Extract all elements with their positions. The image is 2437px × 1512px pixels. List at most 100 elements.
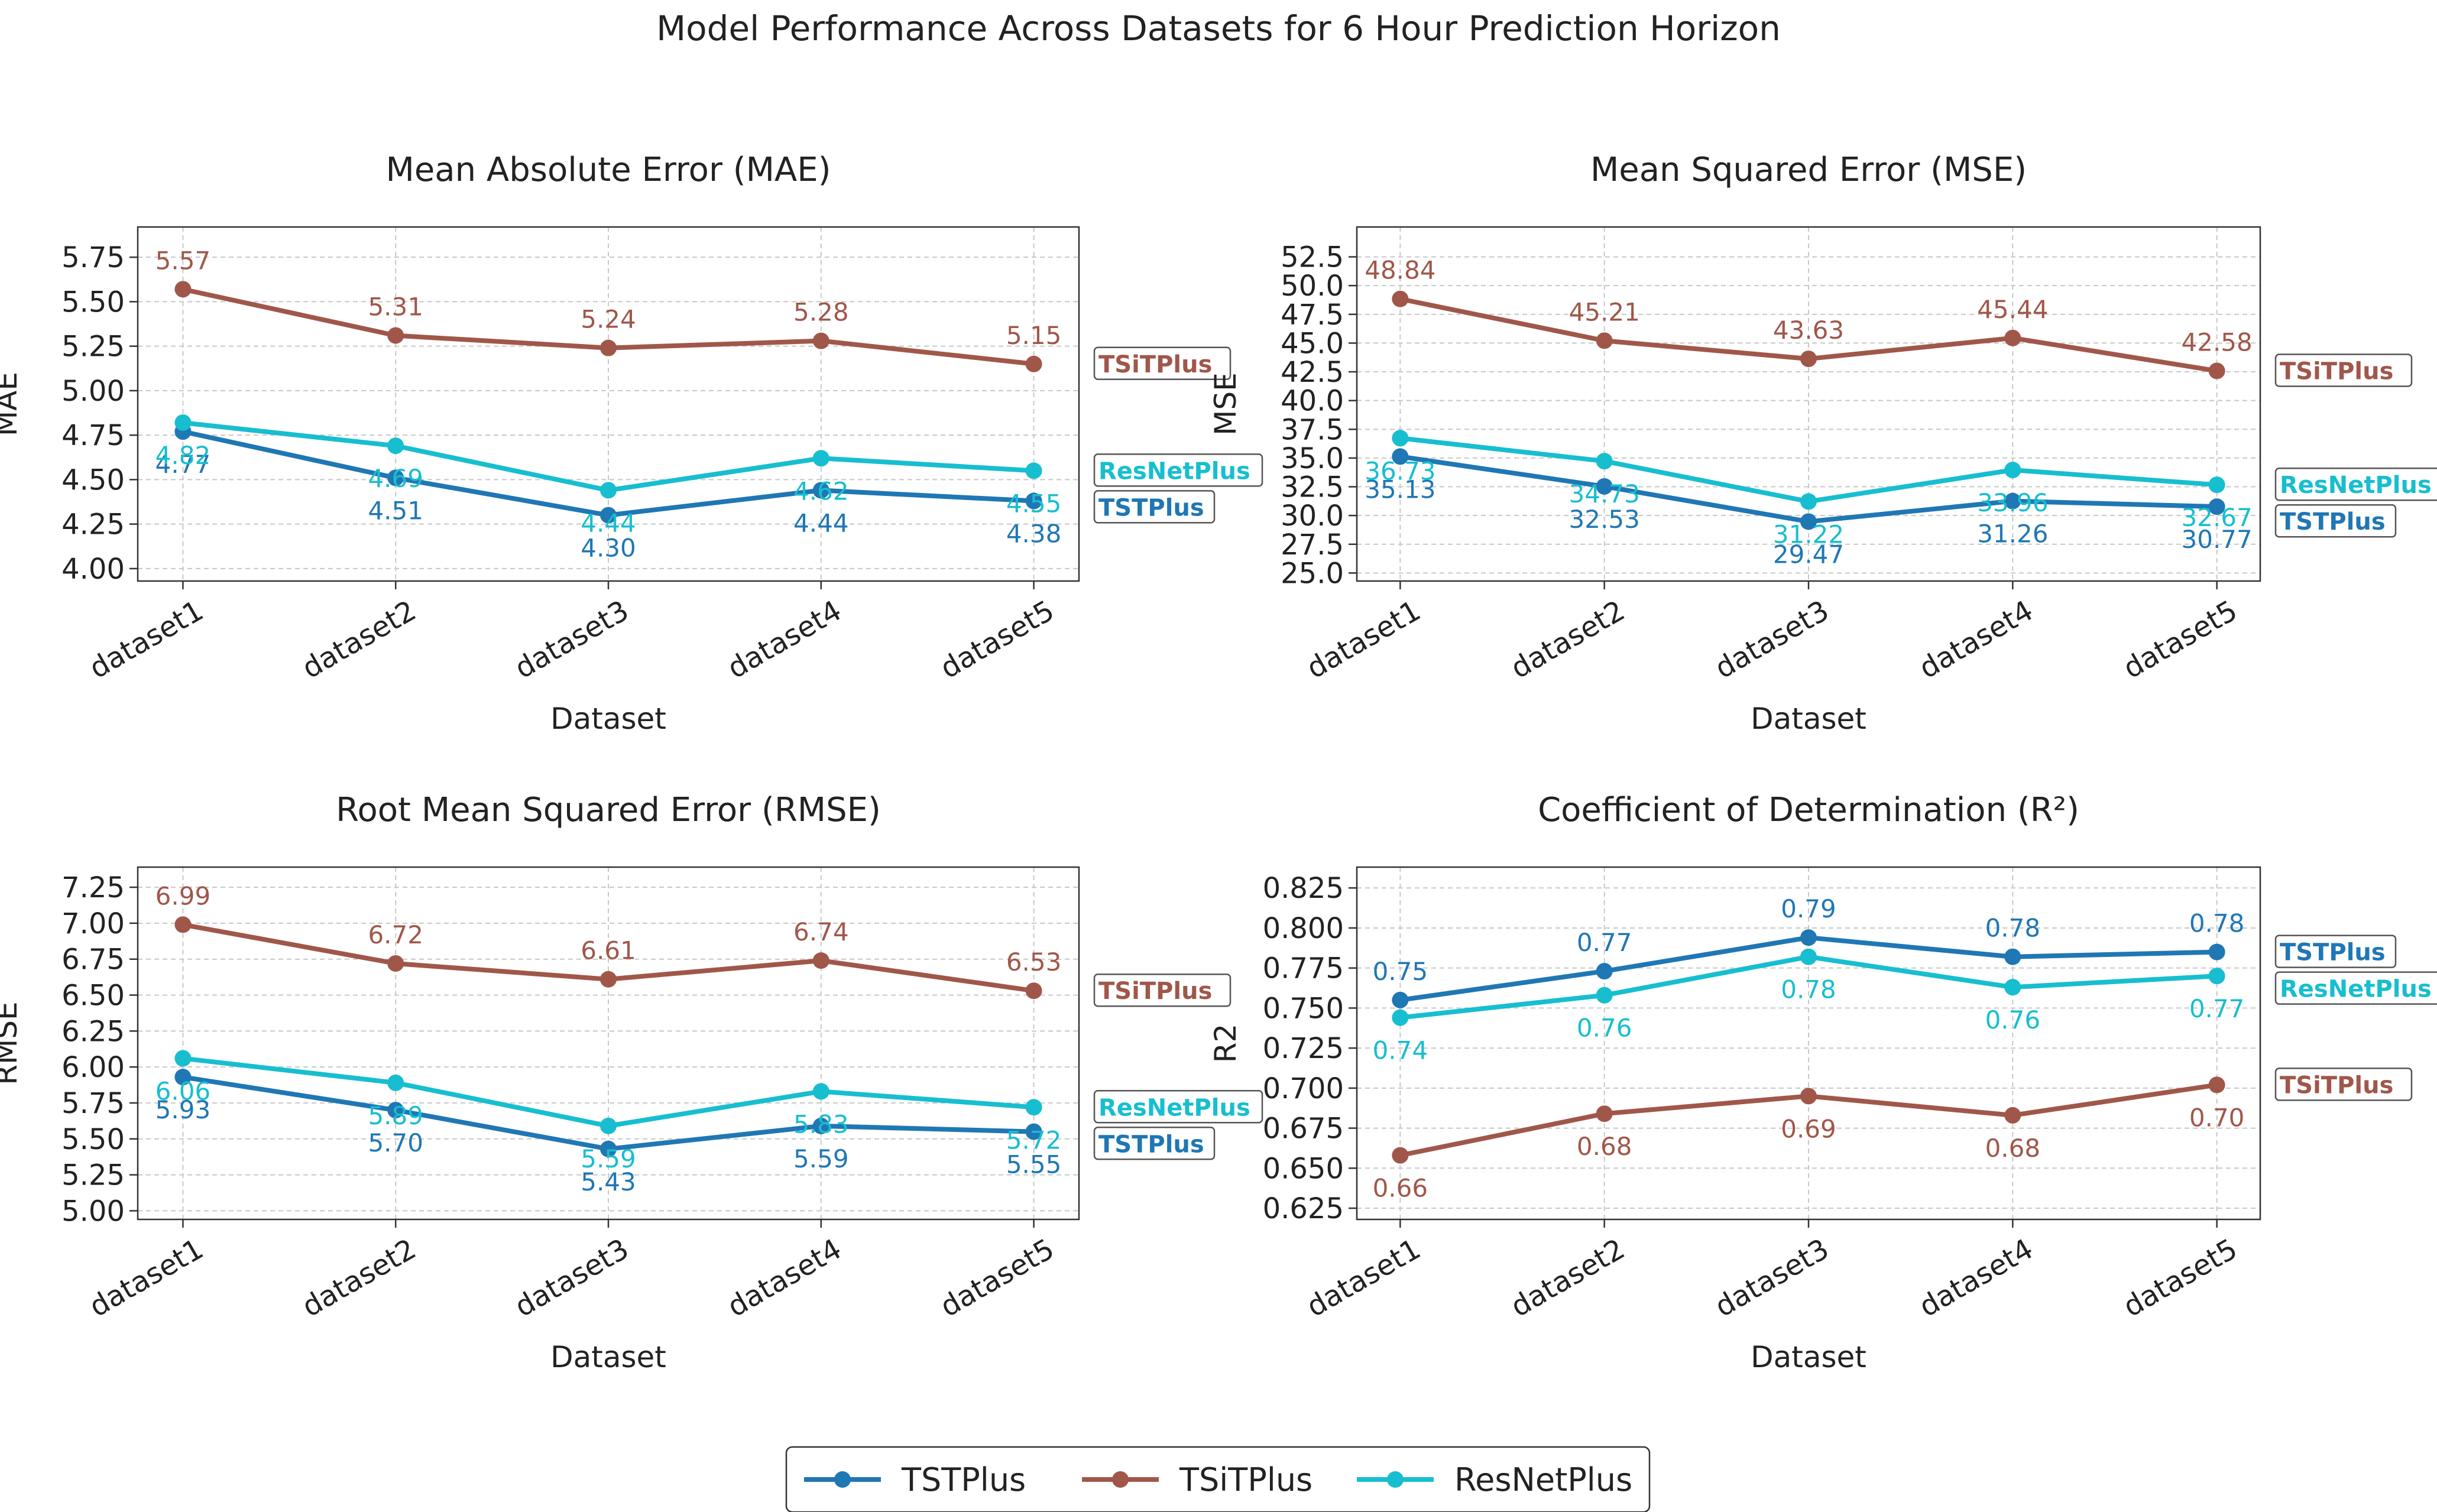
legend-item-TSTPlus: TSTPlus (804, 1461, 1026, 1498)
end-tag-TSiTPlus: TSiTPlus (2274, 353, 2413, 387)
data-point (1025, 492, 1042, 510)
data-point (1025, 1123, 1042, 1140)
end-tag-box (2274, 353, 2413, 387)
y-tick-label: 5.75 (61, 1087, 125, 1120)
data-label: 35.13 (1365, 475, 1435, 504)
data-label: 5.57 (155, 246, 211, 275)
data-label: 6.72 (368, 920, 423, 949)
data-point (1596, 478, 1613, 495)
data-label: 0.69 (1781, 1114, 1836, 1143)
end-tag-box (1093, 1090, 1263, 1124)
chart-title: Mean Squared Error (MSE) (1590, 151, 2027, 189)
data-label: 32.67 (2182, 503, 2253, 532)
y-tick-label: 40.0 (1281, 385, 1344, 418)
y-tick-label: 0.725 (1263, 1032, 1344, 1065)
data-label: 0.77 (1577, 928, 1632, 957)
y-tick-label: 7.00 (61, 907, 125, 940)
y-tick-label: 0.750 (1263, 992, 1344, 1025)
data-point (2004, 492, 2021, 510)
data-label: 4.44 (581, 508, 636, 537)
series-TSiTPlus: 6.99 6.72 6.61 6.74 6.53 (155, 881, 1061, 1000)
data-label: 6.06 (155, 1077, 211, 1106)
x-axis-label: Dataset (550, 1340, 666, 1374)
data-label: 0.76 (1577, 1014, 1632, 1043)
end-tag-box (1093, 346, 1232, 381)
data-label: 6.74 (793, 917, 849, 946)
data-label: 0.74 (1373, 1036, 1428, 1065)
end-tag-TSiTPlus: TSiTPlus (1093, 346, 1232, 381)
data-point (387, 327, 404, 344)
y-tick-label: 5.25 (61, 1159, 125, 1192)
data-label: 5.28 (793, 298, 849, 327)
y-tick-label: 5.25 (61, 330, 125, 364)
data-point (2004, 979, 2021, 996)
y-tick-label: 25.0 (1281, 557, 1344, 590)
y-tick-label: 0.700 (1263, 1072, 1344, 1105)
data-point (1800, 493, 1817, 510)
legend-item-TSiTPlus: TSiTPlus (1082, 1461, 1313, 1498)
data-point (600, 482, 617, 499)
series-TSiTPlus: 5.57 5.31 5.24 5.28 5.15 (155, 246, 1061, 372)
data-point (1596, 963, 1613, 980)
data-point (2208, 498, 2225, 515)
data-label: 34.73 (1569, 479, 1640, 508)
data-point (600, 1117, 617, 1134)
y-tick-label: 6.00 (61, 1051, 125, 1084)
end-tag-label: TSiTPlus (1098, 978, 1212, 1005)
data-label: 32.53 (1569, 505, 1640, 534)
data-label: 5.93 (155, 1095, 211, 1124)
data-label: 5.72 (1006, 1125, 1062, 1154)
y-tick-label: 0.825 (1263, 872, 1344, 905)
y-tick-label: 37.5 (1281, 413, 1344, 446)
data-point (812, 952, 829, 969)
data-label: 4.62 (793, 476, 849, 505)
data-label: 5.43 (581, 1167, 636, 1196)
y-tick-label: 5.75 (61, 241, 125, 274)
data-point (1800, 351, 1817, 368)
legend-marker (1387, 1471, 1404, 1488)
end-tag-TSiTPlus: TSiTPlus (1093, 973, 1232, 1007)
data-point (1596, 987, 1613, 1004)
data-label: 6.99 (155, 881, 211, 910)
data-point (1392, 1009, 1409, 1026)
end-tag-TSiTPlus: TSiTPlus (2274, 1068, 2413, 1101)
end-tag-label: ResNetPlus (2280, 472, 2432, 499)
y-tick-label: 6.25 (61, 1015, 125, 1048)
data-label: 4.38 (1006, 520, 1062, 549)
end-tag-box (1093, 453, 1263, 487)
data-point (2208, 968, 2225, 985)
data-label: 5.31 (368, 293, 423, 322)
end-tag-box (1093, 490, 1216, 524)
data-label: 0.66 (1373, 1174, 1428, 1203)
data-label: 5.24 (581, 305, 636, 334)
data-label: 5.89 (368, 1101, 423, 1130)
y-tick-label: 0.675 (1263, 1112, 1344, 1146)
data-label: 0.78 (1781, 975, 1836, 1004)
y-tick-label: 35.0 (1281, 442, 1344, 475)
y-tick-label: 4.00 (61, 553, 125, 586)
end-tag-label: TSiTPlus (1098, 351, 1212, 378)
data-label: 4.77 (155, 450, 211, 479)
data-point (1025, 1099, 1042, 1116)
data-point (1025, 982, 1042, 1000)
data-label: 33.96 (1977, 488, 2048, 517)
data-point (1392, 448, 1409, 465)
y-tick-label: 4.50 (61, 463, 125, 497)
series-ResNetPlus: 6.06 5.89 5.59 5.83 5.72 (155, 1050, 1062, 1173)
data-label: 36.73 (1365, 456, 1435, 485)
data-point (600, 507, 617, 524)
end-tag-label: ResNetPlus (1098, 1094, 1250, 1121)
chart-title: Root Mean Squared Error (RMSE) (336, 791, 881, 829)
data-point (1596, 1105, 1613, 1122)
data-label: 0.77 (2189, 994, 2245, 1023)
x-axis-label: Dataset (550, 702, 666, 736)
data-label: 31.22 (1773, 520, 1844, 549)
data-label: 31.26 (1977, 520, 2048, 549)
legend-marker (834, 1471, 851, 1488)
y-tick-label: 5.00 (61, 1195, 125, 1228)
data-label: 45.21 (1569, 297, 1640, 326)
y-tick-label: 52.5 (1281, 241, 1344, 274)
end-tag-TSTPlus: TSTPlus (2274, 504, 2397, 538)
data-point (387, 1074, 404, 1091)
